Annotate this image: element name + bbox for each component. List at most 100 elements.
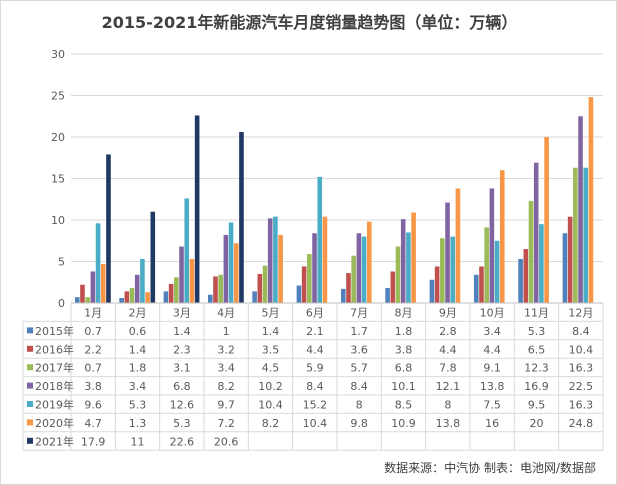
bar-2019年-7月 (361, 236, 367, 303)
data-label: 20.6 (214, 435, 239, 448)
data-label: 10.1 (391, 380, 416, 393)
data-label: 8.5 (395, 399, 413, 412)
data-label: 1.8 (129, 362, 147, 375)
legend-swatch (27, 382, 33, 389)
data-label: 1.4 (129, 343, 147, 356)
legend-swatch (27, 401, 33, 407)
data-label: 4.4 (483, 343, 501, 356)
bar-2018年-3月 (179, 246, 184, 303)
bar-2016年-8月 (390, 271, 396, 303)
legend-swatch (27, 327, 33, 334)
bar-2019年-11月 (539, 224, 544, 303)
data-label: 2.2 (84, 343, 102, 356)
bar-2018年-8月 (400, 219, 406, 303)
bar-2021年-4月 (239, 132, 244, 303)
data-label: 9.8 (350, 417, 368, 430)
bar-2016年-10月 (479, 266, 484, 303)
data-label: 16.3 (569, 399, 594, 412)
bar-2019年-1月 (95, 223, 101, 303)
data-label: 13.8 (436, 417, 461, 430)
bar-2019年-5月 (273, 216, 278, 303)
legend-swatch (27, 345, 33, 352)
data-label: 4.4 (306, 343, 324, 356)
legend-swatch (27, 364, 33, 371)
bar-2020年-12月 (588, 97, 594, 303)
bar-2015年-12月 (562, 233, 568, 303)
data-label: 10.4 (569, 343, 594, 356)
data-label: 0.6 (129, 325, 147, 338)
bar-2020年-10月 (499, 170, 505, 303)
bar-2020年-4月 (233, 243, 239, 303)
data-label: 3.5 (262, 343, 280, 356)
bar-2015年-8月 (385, 288, 390, 303)
bar-2017年-4月 (218, 274, 223, 303)
data-label: 1.8 (395, 325, 413, 338)
y-tick-label: 25 (51, 90, 65, 103)
bar-2020年-2月 (145, 292, 150, 303)
bar-2016年-3月 (168, 283, 174, 303)
bar-2015年-11月 (518, 259, 523, 303)
y-tick-label: 5 (58, 256, 65, 269)
bar-2018年-2月 (134, 274, 140, 303)
bar-2018年-11月 (533, 162, 539, 303)
x-tick-label: 6月 (306, 307, 324, 320)
bar-2019年-9月 (450, 236, 456, 303)
y-tick-label: 10 (51, 214, 65, 227)
bar-2020年-6月 (322, 216, 328, 303)
legend-swatch (27, 437, 33, 444)
data-label: 2.3 (173, 343, 191, 356)
bar-2019年-4月 (228, 222, 234, 303)
data-label: 16.9 (524, 380, 549, 393)
y-tick-label: 30 (51, 48, 65, 61)
data-label: 3.1 (173, 362, 191, 375)
bar-2018年-12月 (578, 116, 583, 303)
bar-2016年-12月 (567, 216, 573, 303)
data-label: 7.2 (217, 417, 235, 430)
bar-2017年-3月 (174, 277, 179, 303)
bar-2021年-1月 (106, 154, 111, 303)
y-tick-label: 20 (51, 131, 65, 144)
data-label: 0.7 (84, 362, 102, 375)
data-label: 3.8 (84, 380, 102, 393)
data-label: 6.8 (395, 362, 413, 375)
data-label: 10.2 (258, 380, 283, 393)
data-label: 22.6 (170, 435, 195, 448)
data-label: 24.8 (569, 417, 594, 430)
bar-2019年-10月 (494, 240, 500, 303)
x-tick-label: 10月 (480, 307, 505, 320)
data-label: 7.5 (483, 399, 501, 412)
bar-2018年-4月 (223, 234, 229, 303)
bar-2017年-5月 (262, 265, 268, 303)
legend-swatch (27, 419, 33, 426)
data-label: 11 (131, 435, 145, 448)
bar-2018年-5月 (267, 218, 273, 303)
data-label: 15.2 (303, 399, 328, 412)
data-label: 4.7 (84, 417, 102, 430)
bar-2021年-3月 (194, 115, 200, 303)
data-label: 0.7 (84, 325, 102, 338)
bar-2016年-1月 (80, 284, 85, 303)
data-label: 5.3 (173, 417, 191, 430)
legend-label: 2020年 (35, 416, 74, 430)
data-label: 5.3 (129, 399, 147, 412)
data-label: 22.5 (569, 380, 594, 393)
data-label: 1 (223, 325, 230, 338)
data-label: 10.4 (258, 399, 283, 412)
data-label: 6.5 (528, 343, 546, 356)
legend-label: 2015年 (35, 324, 74, 338)
bar-2019年-3月 (184, 198, 190, 303)
data-label: 9.1 (483, 362, 501, 375)
bar-2016年-9月 (434, 266, 440, 303)
x-tick-label: 11月 (524, 307, 549, 320)
source-note: 数据来源：中汽协 制表：电池网/数据部 (384, 461, 596, 475)
data-label: 12.1 (436, 380, 461, 393)
bar-2017年-1月 (85, 297, 90, 303)
data-label: 16 (485, 417, 499, 430)
data-label: 2.8 (439, 325, 457, 338)
bar-2018年-7月 (356, 233, 362, 303)
bar-2016年-11月 (523, 249, 529, 303)
bar-2016年-6月 (301, 266, 307, 303)
data-label: 8.2 (262, 417, 280, 430)
bar-2019年-2月 (140, 259, 145, 303)
